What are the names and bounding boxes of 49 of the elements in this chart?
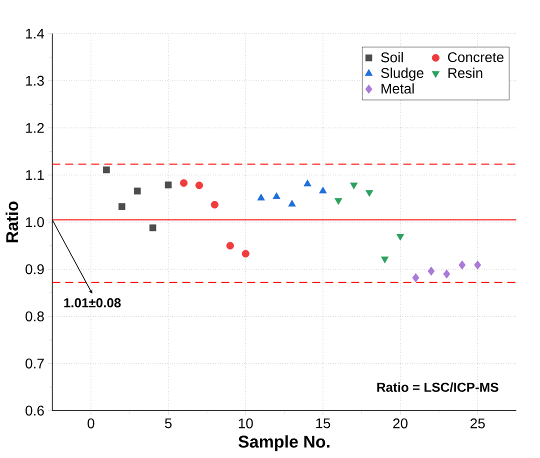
y-tick-label: 1.3: [26, 76, 44, 86]
point: [226, 242, 234, 250]
y-tick-label: 0.8: [26, 311, 44, 322]
point: [272, 192, 280, 199]
x-tick-label: 25: [470, 418, 485, 428]
y-tick-label: 0.6: [26, 406, 44, 416]
point: [474, 260, 482, 270]
annotation: 1.01±0.08: [64, 298, 121, 308]
x-tick-label: 15: [316, 418, 330, 428]
x-tick-label: 0: [88, 418, 94, 428]
point: [210, 200, 218, 209]
point: [257, 194, 265, 200]
point: [103, 166, 110, 174]
point: [288, 200, 296, 207]
point: [149, 224, 156, 232]
x-axis-title: Sample No.: [238, 435, 330, 452]
y-tick-label: 0.9: [26, 264, 44, 274]
point: [366, 190, 374, 197]
y-tick-label: 1.1: [26, 170, 44, 180]
x-tick-label: 5: [164, 418, 172, 428]
legend-label: Metal: [382, 83, 414, 94]
x-tick-label: 10: [238, 418, 253, 428]
legend-label: Resin: [448, 68, 482, 78]
point: [195, 182, 204, 190]
point: [380, 256, 389, 264]
annotation: Ratio = LSC/ICP-MS: [377, 382, 498, 392]
y-tick-label: 0.7: [26, 358, 44, 368]
point: [458, 260, 466, 270]
point: [304, 180, 312, 186]
point: [428, 266, 435, 276]
point: [412, 273, 420, 282]
point: [180, 179, 188, 187]
point: [242, 250, 250, 258]
point: [164, 182, 172, 188]
point: [134, 188, 141, 194]
y-tick-label: 1.0: [26, 217, 44, 228]
x-tick-label: 20: [393, 418, 408, 428]
y-tick-label: 1.4: [26, 28, 44, 38]
y-axis-title: Ratio: [6, 202, 18, 242]
point: [443, 269, 450, 279]
point: [319, 186, 327, 194]
point: [350, 182, 358, 190]
legend-label: Sludge: [381, 68, 424, 81]
point: [396, 234, 404, 241]
y-tick-label: 1.2: [26, 122, 44, 133]
legend-label: Soil: [381, 52, 403, 62]
point: [118, 203, 126, 210]
legend-label: Concrete: [448, 52, 504, 62]
point: [334, 198, 342, 205]
